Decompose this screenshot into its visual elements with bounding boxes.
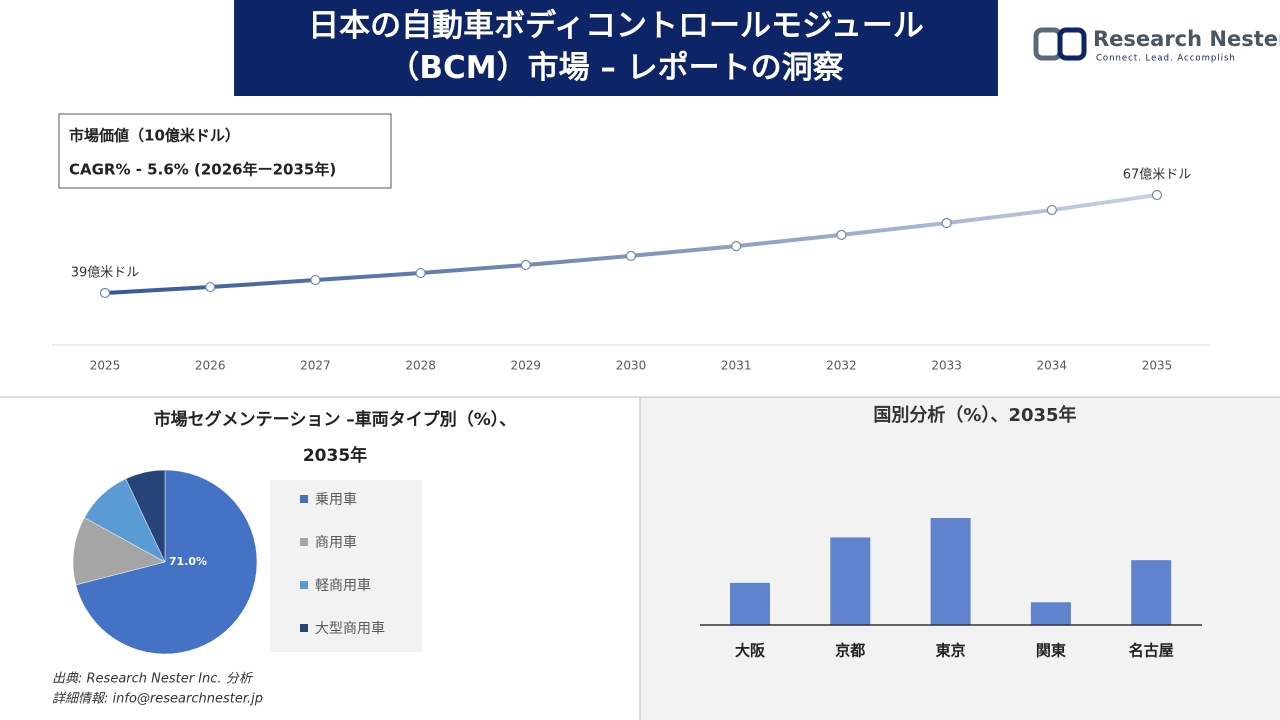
x-tick-label: 2025 bbox=[90, 359, 121, 373]
legend-label: 軽商用車 bbox=[315, 577, 371, 594]
line bbox=[104, 193, 1158, 295]
point bbox=[310, 274, 321, 286]
x-tick-label: 2031 bbox=[721, 359, 752, 373]
x-tick-label: 2034 bbox=[1037, 359, 1068, 373]
pie-slice bbox=[72, 517, 166, 586]
value-label: 67億米ドル bbox=[1123, 167, 1192, 183]
point bbox=[625, 250, 637, 261]
pie-slice bbox=[75, 469, 258, 655]
info-text: CAGR% - 5.6% (2026年ー2035年) bbox=[69, 161, 336, 179]
legend-label: 乗用車 bbox=[315, 491, 357, 508]
x-tick-label: 2026 bbox=[195, 359, 226, 373]
logo-tagline: Connect. Lead. Accomplish bbox=[1096, 54, 1236, 64]
pie-slice bbox=[125, 469, 166, 563]
legend-box bbox=[270, 480, 422, 652]
x-tick-label: 2028 bbox=[405, 359, 436, 373]
value-label: 71.0% bbox=[169, 555, 207, 568]
value-label: 39億米ドル bbox=[71, 265, 140, 281]
point bbox=[941, 217, 952, 229]
x-tick-label: 2033 bbox=[931, 359, 962, 373]
point bbox=[836, 229, 847, 240]
title-line: 日本の自動車ボディコントロールモジュール bbox=[308, 8, 924, 44]
x-tick-label: 名古屋 bbox=[1129, 642, 1174, 660]
title-line: （BCM）市場 – レポートの洞察 bbox=[388, 50, 844, 86]
logo-icon bbox=[1033, 27, 1087, 61]
header: 日本の自動車ボディコントロールモジュール （BCM）市場 – レポートの洞察 bbox=[234, 0, 998, 96]
legend-swatch bbox=[300, 495, 308, 503]
x-tick-label: 関東 bbox=[1036, 642, 1066, 660]
bar bbox=[1131, 560, 1172, 625]
point bbox=[415, 267, 426, 279]
x-tick-label: 2032 bbox=[826, 359, 857, 373]
x-tick-label: 2035 bbox=[1142, 359, 1173, 373]
x-tick-label: 京都 bbox=[835, 642, 865, 660]
point bbox=[205, 281, 216, 293]
point bbox=[731, 241, 742, 252]
point bbox=[1151, 189, 1163, 201]
legend-label: 商用車 bbox=[315, 534, 357, 551]
legend-swatch bbox=[300, 624, 308, 632]
footer-source: 出典: Research Nester Inc. 分析 bbox=[52, 672, 254, 687]
point bbox=[99, 287, 111, 299]
x-tick-label: 2029 bbox=[511, 359, 542, 373]
legend-swatch bbox=[300, 538, 308, 546]
chart-title: 国別分析（%）、2035年 bbox=[873, 404, 1076, 426]
legend-swatch bbox=[300, 581, 308, 589]
point bbox=[520, 259, 531, 271]
logo-name: Research Nester bbox=[1093, 27, 1280, 51]
chart-subtitle: 2035年 bbox=[303, 445, 367, 466]
x-tick-label: 大阪 bbox=[735, 642, 766, 660]
bar bbox=[930, 518, 971, 625]
x-tick-label: 2030 bbox=[616, 359, 647, 373]
bar bbox=[730, 582, 770, 625]
bar bbox=[1030, 602, 1071, 625]
bar bbox=[830, 537, 871, 625]
chart-title: 市場セグメンテーション –車両タイプ別（%）、 bbox=[154, 409, 517, 430]
x-tick-label: 東京 bbox=[936, 642, 966, 660]
footer-contact: 詳細情報: info@researchnester.jp bbox=[52, 692, 263, 707]
point bbox=[1046, 204, 1057, 216]
legend-label: 大型商用車 bbox=[315, 620, 385, 637]
info-text: 市場価値（10億米ドル） bbox=[69, 127, 240, 145]
x-tick-label: 2027 bbox=[300, 359, 331, 373]
info-box bbox=[58, 113, 392, 189]
